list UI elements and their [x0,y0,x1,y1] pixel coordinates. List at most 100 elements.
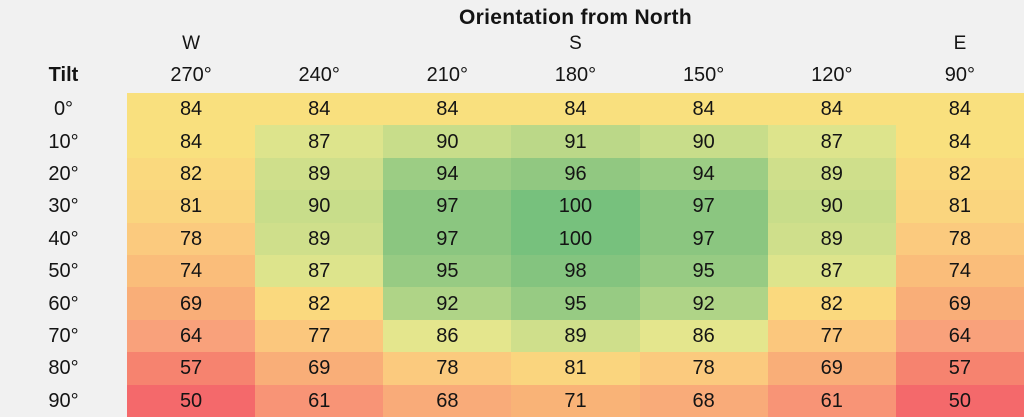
table-row: 40° 78 89 97 100 97 89 78 [0,222,1024,255]
heatmap-cell: 95 [511,287,640,320]
heatmap-cell: 69 [127,287,256,320]
column-header-row: Tilt 270° 240° 210° 180° 150° 120° 90° [0,57,1024,93]
heatmap-cell: 82 [255,287,384,320]
heatmap-cell: 90 [767,190,896,223]
compass-label-west: W [182,33,201,54]
chart-title: Orientation from North [459,6,692,29]
heatmap-cell: 81 [127,190,256,223]
heatmap-cell: 64 [127,319,256,353]
row-label: 70° [0,319,127,353]
heatmap-cell: 84 [511,93,640,126]
heatmap-cell: 78 [639,352,768,385]
column-header: 270° [170,64,212,86]
heatmap-cell: 98 [511,254,640,288]
row-label: 0° [0,93,127,126]
heatmap-cell: 74 [127,254,256,288]
heatmap-cell: 94 [639,157,768,191]
heatmap-cell: 95 [639,254,768,288]
compass-spacer [383,30,511,57]
heatmap-cell: 57 [895,352,1024,385]
heatmap-cell: 96 [511,157,640,191]
heatmap-cell: 82 [895,157,1024,191]
table-row: 90° 50 61 68 71 68 61 50 [0,384,1024,417]
heatmap-cell: 97 [383,222,512,255]
heatmap-cell: 89 [767,157,896,191]
heatmap-cell: 90 [639,125,768,158]
heatmap-cell: 100 [511,222,640,255]
heatmap-cell: 100 [511,190,640,223]
heatmap-cell: 84 [767,93,896,126]
table-row: 20° 82 89 94 96 94 89 82 [0,157,1024,191]
heatmap-cell: 84 [255,93,384,126]
heatmap-cell: 50 [127,384,256,417]
compass-label-east: E [953,33,967,54]
heatmap-cell: 84 [127,93,256,126]
heatmap-cell: 69 [767,352,896,385]
heatmap-cell: 50 [895,384,1024,417]
heatmap-cell: 94 [383,157,512,191]
column-header: 240° [298,64,340,86]
heatmap-cell: 77 [767,319,896,353]
heatmap-cell: 77 [255,319,384,353]
heatmap-cell: 69 [895,287,1024,320]
row-label: 40° [0,222,127,255]
row-label: 60° [0,287,127,320]
heatmap-cell: 84 [383,93,512,126]
table-row: 70° 64 77 86 89 86 77 64 [0,319,1024,353]
corner-spacer [0,0,127,30]
heatmap-cell: 68 [383,384,512,417]
heatmap-cell: 90 [383,125,512,158]
column-header: 120° [811,64,853,86]
compass-label-south: S [569,33,582,54]
compass-spacer [640,30,768,57]
heatmap-cell: 97 [383,190,512,223]
heatmap-cell: 82 [127,157,256,191]
column-header: 180° [554,64,597,86]
heatmap-cell: 86 [383,319,512,353]
column-header: 90° [944,64,976,86]
table-row: 80° 57 69 78 81 78 69 57 [0,352,1024,385]
row-label: 30° [0,190,127,223]
table-row: 60° 69 82 92 95 92 82 69 [0,287,1024,320]
heatmap-body: 0° 84 84 84 84 84 84 84 10° 84 87 90 91 90 87 84 20° 82 89… [0,93,1024,417]
heatmap-cell: 89 [255,157,384,191]
table-row: 30° 81 90 97 100 97 90 81 [0,190,1024,223]
corner-spacer [0,30,127,57]
column-header: 150° [682,64,725,86]
heatmap-cell: 89 [511,319,640,353]
heatmap-cell: 91 [511,125,640,158]
heatmap-cell: 87 [255,125,384,158]
heatmap-cell: 82 [767,287,896,320]
heatmap-cell: 86 [639,319,768,353]
row-label: 80° [0,352,127,385]
heatmap-cell: 68 [639,384,768,417]
title-row: Orientation from North [0,0,1024,30]
heatmap-cell: 84 [895,125,1024,158]
heatmap-cell: 92 [383,287,512,320]
heatmap-cell: 84 [895,93,1024,126]
row-label: 90° [0,384,127,417]
heatmap-cell: 84 [127,125,256,158]
heatmap-cell: 78 [383,352,512,385]
table-row: 10° 84 87 90 91 90 87 84 [0,125,1024,158]
heatmap-cell: 89 [255,222,384,255]
heatmap-cell: 64 [895,319,1024,353]
heatmap-cell: 74 [895,254,1024,288]
heatmap-cell: 61 [255,384,384,417]
heatmap-cell: 89 [767,222,896,255]
heatmap-cell: 84 [639,93,768,126]
heatmap-cell: 97 [639,222,768,255]
table-row: 50° 74 87 95 98 95 87 74 [0,254,1024,288]
row-label: 10° [0,125,127,158]
heatmap-cell: 78 [895,222,1024,255]
compass-spacer [768,30,896,57]
heatmap-cell: 95 [383,254,512,288]
heatmap-cell: 57 [127,352,256,385]
row-label: 50° [0,254,127,288]
column-header: 210° [426,64,469,86]
heatmap-cell: 81 [895,190,1024,223]
tilt-header: Tilt [48,64,79,86]
table-row: 0° 84 84 84 84 84 84 84 [0,93,1024,126]
heatmap-cell: 87 [767,125,896,158]
